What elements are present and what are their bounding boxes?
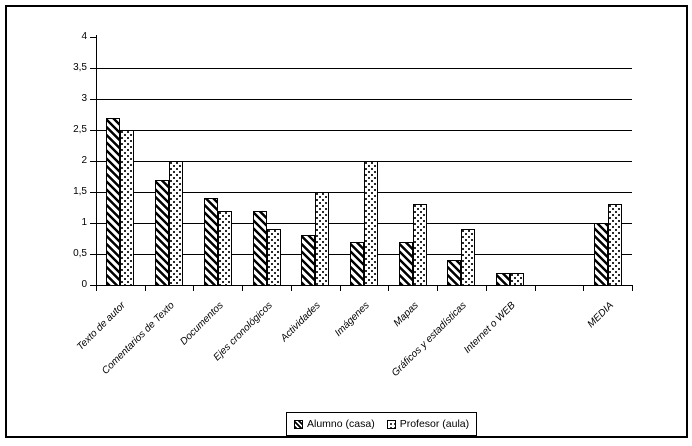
x-axis-tick <box>583 286 584 291</box>
bar-profesor-aula <box>315 192 329 286</box>
x-axis-tick <box>145 286 146 291</box>
figure-border <box>5 5 688 438</box>
bar-alumno-casa <box>204 198 218 286</box>
y-axis-tick-label: 0,5 <box>73 248 87 259</box>
y-axis-tick <box>90 68 96 69</box>
bar-alumno-casa <box>155 180 169 286</box>
x-axis-tick <box>340 286 341 291</box>
bar-profesor-aula <box>364 161 378 286</box>
bar-alumno-casa <box>496 273 510 286</box>
bar-alumno-casa <box>253 211 267 286</box>
y-axis-tick-label: 1,5 <box>73 186 87 197</box>
dots-swatch-icon <box>386 419 396 429</box>
gridline <box>96 130 632 131</box>
x-axis-tick <box>486 286 487 291</box>
bar-profesor-aula <box>267 229 281 286</box>
bar-profesor-aula <box>461 229 475 286</box>
y-axis <box>96 35 97 286</box>
y-axis-tick-label: 2,5 <box>73 124 87 135</box>
y-axis-tick-label: 0 <box>81 279 87 290</box>
bar-alumno-casa <box>594 223 608 286</box>
y-axis-tick <box>90 254 96 255</box>
x-axis-tick <box>388 286 389 291</box>
bar-alumno-casa <box>106 118 120 286</box>
x-axis-tick <box>437 286 438 291</box>
legend-item-alumno-casa: Alumno (casa) <box>294 418 375 430</box>
x-axis-label: Internet o WEB <box>462 300 518 356</box>
gridline <box>96 99 632 100</box>
diagonal-hatch-swatch-icon <box>294 419 303 429</box>
gridline <box>96 68 632 69</box>
chart-legend: Alumno (casa) Profesor (aula) <box>286 412 478 436</box>
y-axis-tick <box>90 161 96 162</box>
bar-profesor-aula <box>608 204 622 286</box>
bar-profesor-aula <box>169 161 183 286</box>
y-axis-tick-label: 3 <box>81 93 87 104</box>
y-axis-tick <box>90 37 96 38</box>
x-axis-label: MEDIA <box>585 300 616 331</box>
x-axis-tick <box>632 286 633 291</box>
x-axis-tick <box>193 286 194 291</box>
legend-item-profesor-aula: Profesor (aula) <box>386 418 470 430</box>
y-axis-tick <box>90 192 96 193</box>
bar-alumno-casa <box>447 260 461 286</box>
x-axis-tick <box>242 286 243 291</box>
y-axis-tick-label: 1 <box>81 217 87 228</box>
x-axis-tick <box>96 286 97 291</box>
y-axis-tick-label: 2 <box>81 155 87 166</box>
x-axis-tick <box>291 286 292 291</box>
legend-label: Alumno (casa) <box>307 418 375 430</box>
x-axis-tick <box>535 286 536 291</box>
x-axis <box>96 285 633 286</box>
bar-profesor-aula <box>218 211 232 286</box>
bar-alumno-casa <box>301 235 315 286</box>
bar-alumno-casa <box>350 242 364 286</box>
y-axis-tick <box>90 223 96 224</box>
bar-profesor-aula <box>413 204 427 286</box>
y-axis-tick-label: 3,5 <box>73 62 87 73</box>
y-axis-tick <box>90 285 96 286</box>
y-axis-tick-label: 4 <box>81 31 87 42</box>
legend-label: Profesor (aula) <box>399 418 470 430</box>
y-axis-tick <box>90 130 96 131</box>
bar-alumno-casa <box>399 242 413 286</box>
y-axis-tick <box>90 99 96 100</box>
bar-profesor-aula <box>120 130 134 286</box>
